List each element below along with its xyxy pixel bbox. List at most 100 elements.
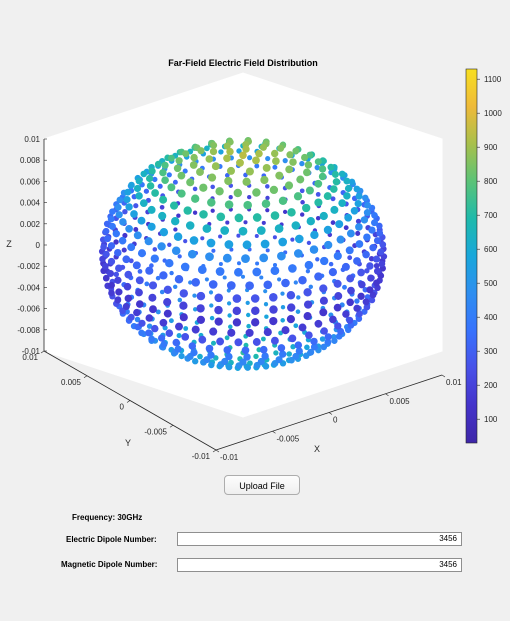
field-point (251, 318, 260, 327)
y-tick-mark (83, 375, 88, 378)
frequency-label: Frequency: 30GHz (72, 513, 143, 522)
field-point (226, 147, 234, 156)
field-point (324, 338, 332, 346)
field-point (355, 310, 363, 318)
field-point (261, 220, 266, 225)
field-point (367, 274, 375, 282)
field-point (305, 269, 311, 274)
field-point (163, 309, 172, 318)
field-point (188, 342, 197, 350)
field-point (272, 164, 278, 170)
field-point (315, 192, 321, 197)
field-point (191, 278, 200, 287)
colorbar-tick-label: 900 (484, 143, 498, 152)
field-point (209, 147, 218, 156)
field-point (346, 274, 355, 283)
field-point (376, 222, 383, 230)
field-point (137, 216, 146, 225)
field-point (241, 254, 250, 263)
electric-dipole-field[interactable]: 3456 (177, 532, 462, 546)
field-point (157, 334, 166, 342)
field-point (376, 229, 384, 237)
magnetic-dipole-field[interactable]: 3456 (177, 558, 462, 572)
field-point (319, 336, 326, 342)
field-point (363, 209, 371, 217)
field-point (368, 226, 376, 234)
field-point (263, 328, 272, 337)
field-point (163, 285, 172, 294)
x-tick-mark (385, 393, 389, 396)
field-point (293, 280, 298, 285)
field-point (278, 196, 288, 206)
field-point (372, 255, 381, 263)
x-axis-label: X (314, 444, 320, 454)
field-point (157, 183, 163, 189)
field-point (148, 167, 156, 175)
field-point (272, 262, 278, 268)
field-point (135, 192, 143, 200)
field-point (152, 247, 158, 252)
field-point (137, 249, 147, 258)
upload-file-button[interactable]: Upload File (224, 475, 300, 495)
field-point (373, 262, 380, 269)
field-point (369, 244, 377, 252)
field-point (373, 279, 380, 287)
field-point (265, 208, 270, 213)
field-point (282, 157, 288, 164)
field-point (308, 284, 314, 290)
field-point (299, 160, 305, 167)
colorbar-tick-label: 300 (484, 347, 498, 356)
field-point (114, 296, 122, 304)
x-tick-mark (328, 412, 333, 415)
field-point (113, 271, 120, 278)
field-point (329, 315, 337, 324)
field-point (239, 358, 247, 366)
field-point (236, 148, 242, 154)
field-point (253, 353, 259, 360)
field-point (148, 281, 158, 290)
field-point (346, 298, 354, 307)
field-point (245, 281, 254, 291)
field-point (102, 274, 110, 282)
field-point (103, 220, 111, 228)
field-point (222, 253, 232, 263)
colorbar-gradient (465, 68, 478, 444)
field-point (233, 188, 243, 198)
field-point (208, 290, 214, 295)
field-point (210, 141, 218, 149)
field-point (332, 178, 341, 186)
field-point (371, 211, 378, 219)
field-point (353, 304, 361, 312)
z-tick-label: -0.01 (22, 347, 41, 356)
field-point (158, 211, 167, 221)
field-point (179, 289, 189, 298)
field-point (246, 323, 251, 329)
field-point (302, 203, 311, 213)
field-point (147, 205, 156, 214)
field-point (344, 184, 353, 193)
field-point (347, 286, 355, 295)
field-point (241, 346, 250, 355)
field-point (206, 238, 216, 248)
field-point (197, 265, 207, 275)
z-tick-label: 0 (36, 241, 41, 250)
field-point (187, 249, 197, 259)
field-point (301, 153, 309, 162)
field-point (300, 200, 305, 205)
field-point (189, 161, 198, 169)
field-point (147, 222, 156, 231)
field-point (226, 301, 232, 306)
field-point (270, 211, 280, 220)
field-point (159, 204, 165, 210)
z-tick-label: 0.006 (20, 177, 41, 186)
field-point (216, 337, 225, 346)
field-point (261, 352, 269, 360)
field-point (176, 213, 181, 218)
field-point (252, 338, 261, 346)
field-point (343, 192, 351, 200)
field-point (196, 315, 206, 325)
field-point (196, 168, 204, 176)
field-point (165, 258, 174, 268)
field-point (175, 157, 183, 165)
field-point (205, 252, 214, 262)
